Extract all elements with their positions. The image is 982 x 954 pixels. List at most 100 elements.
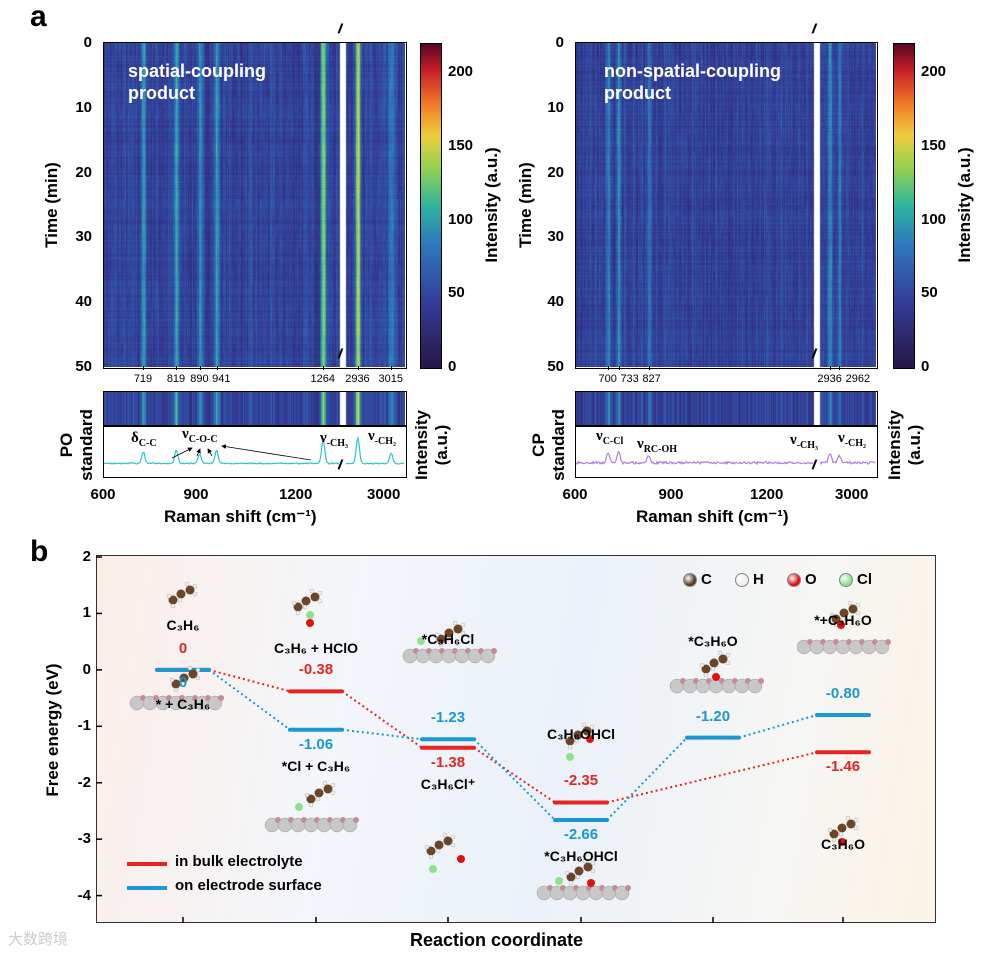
hydrogen-atom (173, 687, 179, 693)
time-tick-label: 10 (75, 98, 92, 116)
peak-tick (648, 366, 650, 370)
y-axis-label-b: Free energy (eV) (43, 663, 62, 797)
slab-atom (625, 885, 631, 891)
arrow (196, 448, 201, 457)
heatmap-title-left: spatial-coupling product (128, 60, 266, 104)
carbon-atom (301, 596, 311, 606)
colorbar-tick-label: 150 (921, 137, 947, 155)
energy-connector (208, 669, 291, 731)
carbon-atom (293, 602, 303, 612)
y-tick-label: 2 (82, 548, 91, 565)
arrow (221, 444, 312, 461)
hydrogen-atom (563, 734, 569, 740)
axis-break-mark: // (812, 346, 817, 361)
peak-tick (608, 366, 609, 370)
annotation-v-ch2: ν-CH₂ (838, 430, 866, 449)
oxygen-atom (712, 673, 720, 681)
label-line: CP (529, 433, 548, 457)
state-label-bulk: C₃H₆O (821, 836, 865, 852)
carbon-atom (179, 673, 189, 683)
colorbar-tick-label: 100 (448, 210, 474, 228)
ann-sym: ν (368, 428, 375, 444)
state-label-bulk: C₃H₆Cl⁺ (420, 776, 476, 792)
element-swatch-o (787, 573, 801, 587)
hydrogen-atom (187, 665, 193, 671)
energy-connector (473, 738, 556, 821)
carbon-atom (846, 819, 856, 829)
spectrum-y-label-right: Intensity (a.u.) (885, 400, 925, 490)
molecule-icon (295, 780, 336, 811)
carbon-atom (168, 595, 178, 605)
hydrogen-atom (169, 677, 175, 683)
carbon-atom (188, 669, 198, 679)
energy-connector (738, 714, 818, 739)
carbon-atom (566, 872, 576, 882)
spectrum-line (819, 453, 876, 466)
ann-sym: ν (182, 426, 189, 442)
peak-tick (618, 366, 620, 370)
peak-label: 941 (212, 373, 231, 385)
hydrogen-atom (330, 790, 336, 796)
energy-value-bulk: -0.38 (298, 661, 334, 679)
state-label-surface: *C₃H₆OHCl (544, 848, 618, 864)
hydrogen-atom (180, 681, 186, 687)
peak-tick (143, 366, 145, 370)
ann-sym: ν (596, 428, 603, 444)
carbon-atom (565, 736, 575, 746)
ann-sub: C-Cl (602, 436, 624, 447)
colorbar-tick-label: 200 (448, 63, 474, 81)
standard-strip-left (104, 392, 405, 426)
energy-connector (473, 746, 556, 804)
ann-sub: C-O-C (188, 434, 218, 445)
peak-tick (176, 366, 178, 370)
peak-label: 2936 (345, 373, 370, 385)
energy-connector (341, 690, 423, 749)
energy-value-surface: 0 (178, 673, 188, 691)
hydrogen-atom (589, 724, 595, 730)
carbon-atom (185, 585, 195, 595)
hydrogen-atom (827, 827, 833, 833)
energy-value-surface: -2.66 (563, 825, 599, 843)
title-line: product (128, 83, 195, 103)
chlorine-atom (555, 877, 563, 885)
title-line: non-spatial-coupling (604, 61, 781, 81)
hydrogen-atom (192, 591, 198, 597)
strip-label-right: CP standard (529, 400, 569, 490)
spectrum-line (345, 435, 405, 465)
carbon-atom (583, 862, 593, 872)
molecule-icon (829, 600, 861, 629)
chlorine-atom (566, 753, 574, 761)
time-tick-label: 10 (547, 98, 564, 116)
surface-slab-icon (402, 648, 497, 664)
energy-value-surface: -0.80 (825, 685, 861, 702)
hydrogen-atom (195, 667, 201, 673)
label-line: (a.u.) (905, 424, 924, 466)
colorbar-left (420, 43, 442, 369)
heatmap-frame-right (575, 42, 878, 369)
colorbar-tick-label: 0 (448, 358, 457, 375)
colorbar-label-right: Intensity (a.u.) (955, 147, 974, 263)
spectrum-line (104, 439, 340, 465)
slab-atom (491, 648, 497, 654)
carbon-atom (709, 658, 719, 668)
chlorine-atom (306, 611, 314, 619)
peak-tick (830, 366, 831, 370)
ann-sub: -CH₂ (374, 436, 397, 447)
time-tick-label: 0 (555, 34, 564, 51)
hydrogen-atom (304, 792, 310, 798)
molecule-icon (555, 858, 596, 887)
hydrogen-atom (434, 632, 440, 638)
hydrogen-atom (435, 848, 441, 854)
carbon-atom (171, 679, 181, 689)
energy-diagram-plot (96, 555, 936, 923)
colorbar-tick-label: 150 (448, 137, 474, 155)
element-legend-label: Cl (857, 571, 872, 588)
strip-label-left: PO standard (57, 400, 97, 490)
carbon-atom (831, 614, 841, 624)
time-tick-label: 0 (83, 34, 92, 51)
carbon-atom (443, 836, 453, 846)
peak-label: 819 (166, 373, 186, 385)
time-tick-label: 30 (75, 228, 92, 246)
annotation-d-cc: δC-C (131, 430, 157, 449)
molecule-icon (827, 815, 859, 846)
